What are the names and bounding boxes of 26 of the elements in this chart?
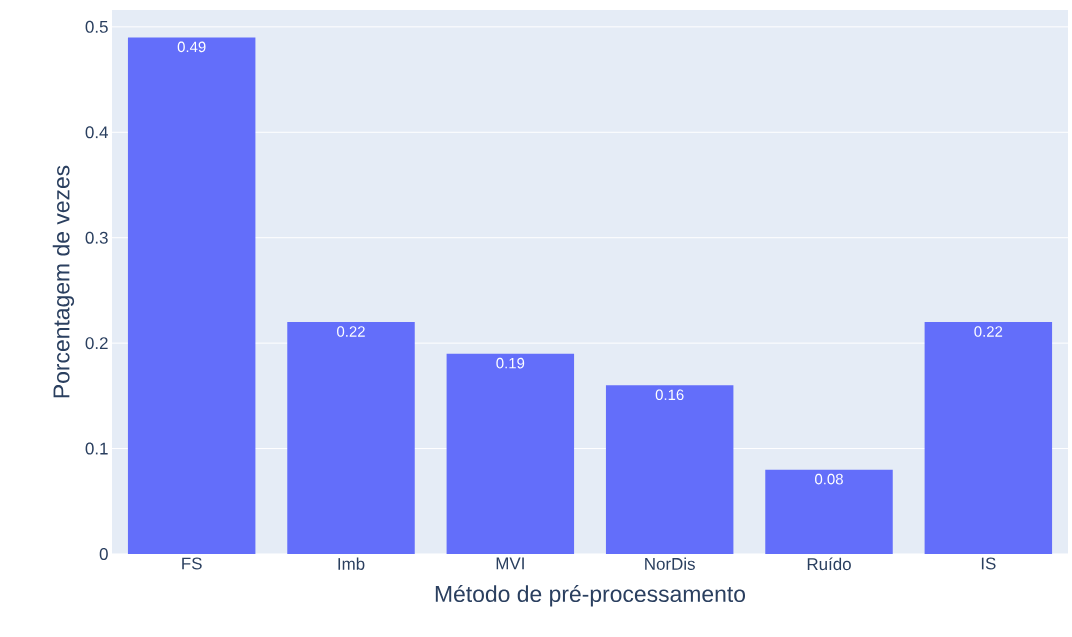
x-axis-title: Método de pré-processamento <box>435 584 746 607</box>
y-tick-label: 0.3 <box>85 231 108 244</box>
x-tick-label: IS <box>981 557 996 570</box>
bar <box>127 37 256 554</box>
bar <box>605 385 734 554</box>
data-label: 0.08 <box>815 473 843 485</box>
data-label: 0.22 <box>974 326 1003 337</box>
bar <box>924 322 1053 554</box>
y-tick-label: 0.1 <box>85 442 108 455</box>
data-label: 0.19 <box>496 357 525 369</box>
bar <box>446 353 575 554</box>
bar <box>765 469 893 554</box>
x-tick-label: Imb <box>338 557 365 570</box>
x-tick-label: NorDis <box>645 557 695 570</box>
y-tick-label: 0.2 <box>85 337 108 350</box>
y-tick-label: 0.4 <box>85 126 108 139</box>
y-tick-label: 0.5 <box>85 20 108 33</box>
x-tick-label: Ruído <box>807 557 851 571</box>
x-tick-label: MVI <box>496 557 524 570</box>
y-axis-title: Porcentagem de vezes <box>52 165 75 398</box>
y-tick-label: 0 <box>99 547 108 560</box>
x-tick-label: FS <box>182 557 202 570</box>
data-label: 0.22 <box>337 326 365 337</box>
data-label: 0.49 <box>177 41 206 53</box>
bar <box>287 322 415 554</box>
data-label: 0.16 <box>655 389 684 401</box>
